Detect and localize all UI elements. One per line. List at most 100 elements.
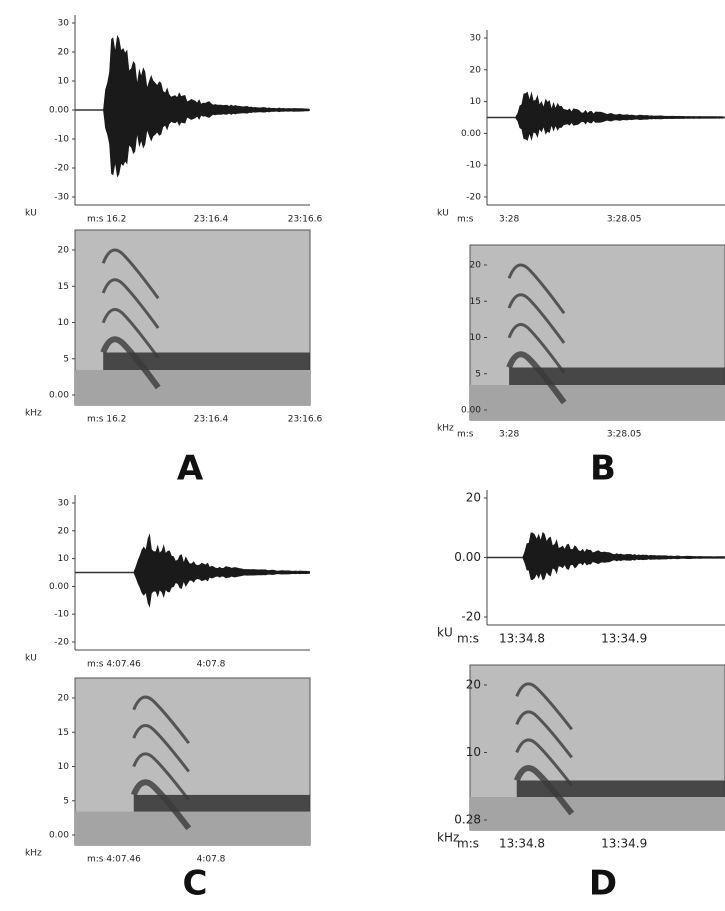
- y-tick-label: 10: [466, 745, 481, 759]
- x-tick-label: 13:34.8: [499, 632, 545, 646]
- y-tick-label: 20: [470, 261, 482, 271]
- y-tick-label: 0.00: [461, 406, 481, 416]
- y-unit: kU: [437, 626, 453, 640]
- y-tick-label: 20: [470, 65, 482, 75]
- panel-label: A: [177, 449, 204, 489]
- x-tick-label: 23:16.6: [288, 415, 323, 425]
- y-tick-label: 30: [470, 34, 482, 44]
- spectrogram-noise: [470, 385, 725, 420]
- x-tick-label: m:s 4:07.46: [87, 855, 141, 865]
- x-unit: m:s: [457, 430, 474, 440]
- y-tick-label: -20: [461, 610, 481, 624]
- y-tick-label: 15: [470, 297, 481, 307]
- y-tick-label: -10: [54, 135, 69, 145]
- y-tick-label: 0.00: [454, 550, 481, 564]
- spectrogram-band: [103, 352, 310, 370]
- y-tick-label: 30: [58, 499, 70, 509]
- y-tick-label: 20: [466, 678, 481, 692]
- y-tick-label: 10: [58, 77, 70, 87]
- panel-label: D: [589, 864, 617, 904]
- y-tick-label: 0.28: [454, 813, 481, 827]
- y-tick-label: 10: [58, 762, 70, 772]
- y-tick-label: -30: [54, 193, 69, 203]
- x-tick-label: 23:16.4: [194, 215, 229, 225]
- x-tick-label: 4:07.8: [197, 855, 226, 865]
- y-tick-label: 20: [58, 694, 70, 704]
- harmonic: [515, 710, 573, 759]
- x-unit: m:s: [457, 632, 479, 646]
- y-tick-label: 10: [58, 554, 70, 564]
- y-tick-label: 0.00: [49, 391, 69, 401]
- harmonic: [101, 308, 160, 359]
- y-tick-label: 20: [466, 491, 481, 505]
- y-tick-label: 5: [63, 796, 69, 806]
- y-tick-label: 0.00: [49, 831, 69, 841]
- y-unit: kU: [437, 209, 449, 219]
- x-tick-label: 3:28.05: [607, 430, 642, 440]
- harmonic: [506, 351, 567, 405]
- harmonic: [515, 682, 573, 731]
- x-tick-label: 3:28: [499, 215, 519, 225]
- y-tick-label: 15: [58, 728, 69, 738]
- y-tick-label: 20: [58, 48, 70, 58]
- x-tick-label: 4:07.8: [197, 660, 226, 670]
- y-tick-label: 5: [63, 354, 69, 364]
- x-unit: m:s: [457, 837, 479, 851]
- y-tick-label: 10: [58, 318, 70, 328]
- y-tick-label: 0.00: [461, 129, 481, 139]
- x-tick-label: m:s 16.2: [87, 415, 126, 425]
- x-tick-label: 13:34.9: [601, 837, 647, 851]
- y-tick-label: -10: [466, 161, 481, 171]
- y-unit: kHz: [437, 831, 459, 845]
- x-tick-label: 13:34.8: [499, 837, 545, 851]
- y-tick-label: -20: [54, 164, 69, 174]
- y-tick-label: 20: [58, 246, 70, 256]
- harmonic: [507, 323, 566, 374]
- y-tick-label: 5: [475, 369, 481, 379]
- y-tick-label: 10: [470, 97, 482, 107]
- spectrogram-noise: [75, 811, 310, 845]
- spectrogram-band: [133, 794, 310, 812]
- spectrogram-noise: [75, 370, 310, 405]
- panel-label: B: [590, 449, 616, 489]
- harmonic: [101, 248, 160, 300]
- x-tick-label: 13:34.9: [601, 632, 647, 646]
- waveform-signal: [103, 34, 310, 178]
- harmonic: [100, 336, 161, 390]
- y-tick-label: 15: [58, 282, 69, 292]
- harmonic: [132, 723, 190, 773]
- y-tick-label: 30: [58, 19, 70, 29]
- harmonic: [513, 765, 575, 816]
- y-tick-label: 20: [58, 526, 70, 536]
- spectrogram-band: [516, 780, 725, 797]
- y-tick-label: -20: [466, 193, 481, 203]
- y-tick-label: 0.00: [49, 106, 69, 116]
- harmonic: [132, 752, 190, 801]
- waveform-signal: [522, 531, 725, 581]
- x-tick-label: 23:16.4: [194, 415, 229, 425]
- x-tick-label: m:s 16.2: [87, 215, 126, 225]
- x-unit: m:s: [457, 215, 474, 225]
- harmonic: [130, 779, 192, 831]
- y-tick-label: -10: [54, 610, 69, 620]
- harmonic: [515, 738, 573, 787]
- y-unit: kHz: [25, 409, 42, 419]
- x-tick-label: 3:28.05: [607, 215, 642, 225]
- harmonic: [132, 695, 190, 745]
- y-unit: kU: [25, 209, 37, 219]
- y-unit: kHz: [25, 849, 42, 859]
- y-tick-label: 10: [470, 333, 482, 343]
- waveform-signal: [133, 533, 310, 608]
- y-unit: kU: [25, 654, 37, 664]
- harmonic: [101, 278, 160, 329]
- waveform-signal: [515, 91, 724, 142]
- x-tick-label: m:s 4:07.46: [87, 660, 141, 670]
- x-tick-label: 23:16.6: [288, 215, 323, 225]
- x-tick-label: 3:28: [499, 430, 519, 440]
- y-tick-label: 0.00: [49, 582, 69, 592]
- spectrogram-noise: [470, 797, 725, 830]
- harmonic: [507, 293, 566, 344]
- y-tick-label: -20: [54, 638, 69, 648]
- harmonic: [507, 263, 566, 315]
